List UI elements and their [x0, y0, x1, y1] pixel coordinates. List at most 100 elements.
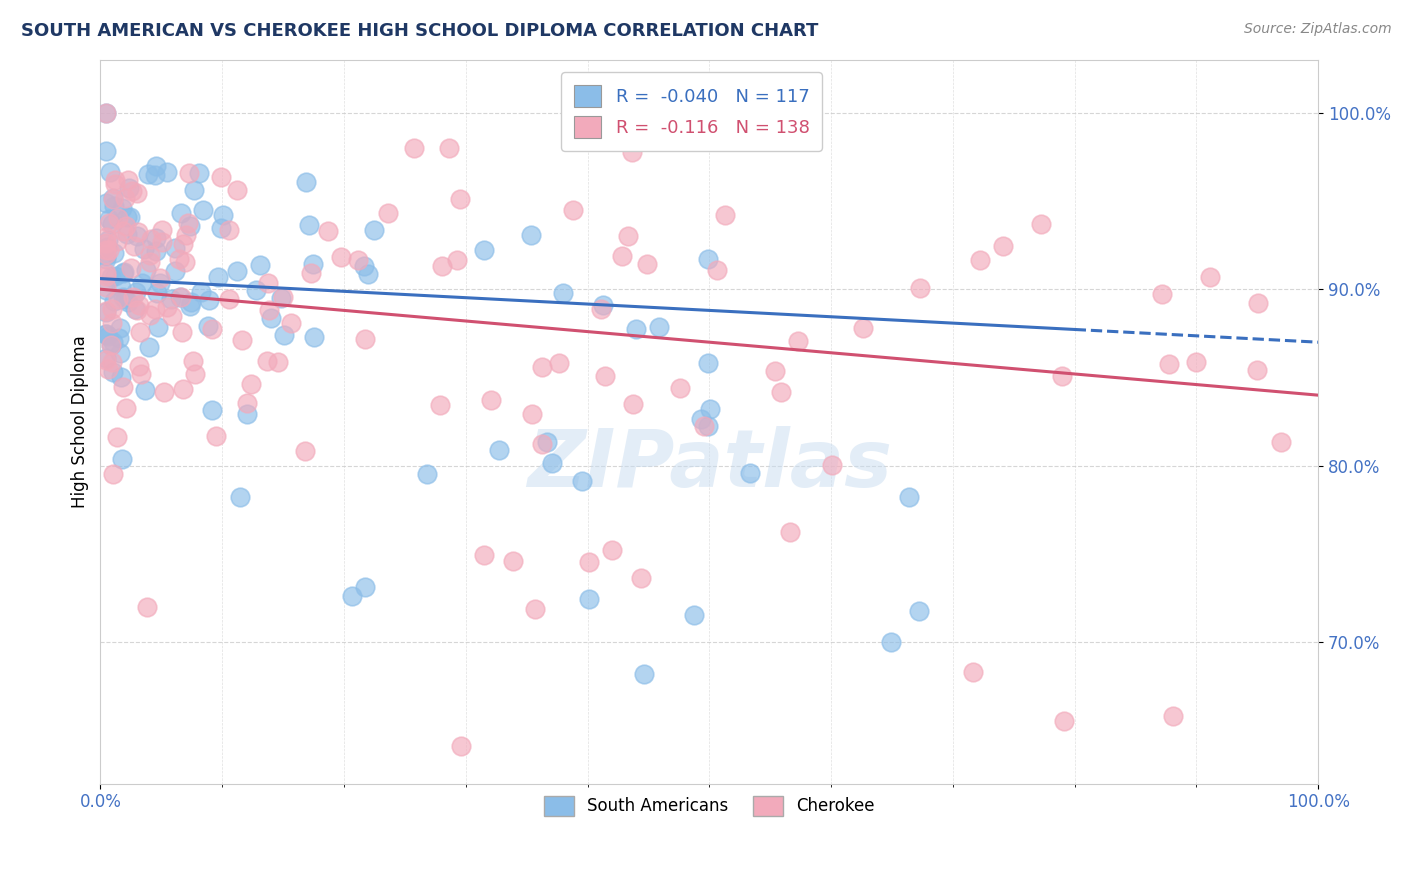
- Point: [107, 292, 129, 306]
- Point: [104, 268, 127, 283]
- Point: [125, 303, 148, 318]
- Point: [231, 333, 253, 347]
- Point: [98, 212, 121, 227]
- Point: [139, 232, 162, 246]
- Point: [101, 192, 124, 206]
- Point: [429, 398, 451, 412]
- Point: [416, 467, 439, 481]
- Point: [125, 186, 148, 200]
- Point: [593, 369, 616, 384]
- Point: [201, 403, 224, 417]
- Point: [172, 382, 194, 396]
- Point: [218, 292, 240, 306]
- Point: [96, 243, 118, 257]
- Point: [991, 239, 1014, 253]
- Point: [96, 230, 118, 244]
- Point: [561, 202, 583, 217]
- Point: [225, 183, 247, 197]
- Point: [472, 548, 495, 562]
- Point: [170, 289, 193, 303]
- Point: [1246, 362, 1268, 376]
- Point: [101, 191, 124, 205]
- Point: [169, 205, 191, 219]
- Point: [738, 466, 761, 480]
- Point: [150, 235, 173, 249]
- Point: [103, 467, 125, 481]
- Point: [96, 283, 118, 297]
- Point: [110, 279, 132, 293]
- Point: [129, 367, 152, 381]
- Point: [209, 169, 232, 184]
- Point: [879, 635, 901, 649]
- Point: [177, 166, 200, 180]
- Y-axis label: High School Diploma: High School Diploma: [72, 335, 89, 508]
- Point: [100, 269, 122, 284]
- Point: [127, 225, 149, 239]
- Point: [108, 345, 131, 359]
- Point: [779, 525, 801, 540]
- Point: [96, 144, 118, 158]
- Point: [110, 370, 132, 384]
- Point: [96, 240, 118, 254]
- Point: [122, 238, 145, 252]
- Point: [363, 223, 385, 237]
- Point: [104, 178, 127, 192]
- Point: [159, 293, 181, 307]
- Point: [172, 326, 194, 340]
- Point: [193, 202, 215, 217]
- Point: [714, 208, 737, 222]
- Point: [183, 367, 205, 381]
- Point: [280, 316, 302, 330]
- Point: [117, 227, 139, 241]
- Point: [898, 491, 921, 505]
- Point: [523, 601, 546, 615]
- Point: [101, 334, 124, 349]
- Point: [172, 237, 194, 252]
- Point: [257, 302, 280, 317]
- Point: [136, 167, 159, 181]
- Point: [98, 216, 121, 230]
- Text: ZIPatlas: ZIPatlas: [527, 426, 891, 504]
- Point: [101, 301, 124, 316]
- Point: [347, 253, 370, 268]
- Point: [96, 235, 118, 250]
- Point: [111, 201, 134, 215]
- Point: [578, 592, 600, 607]
- Point: [97, 233, 120, 247]
- Point: [121, 184, 143, 198]
- Point: [1163, 709, 1185, 723]
- Point: [103, 246, 125, 260]
- Point: [706, 263, 728, 277]
- Point: [107, 211, 129, 225]
- Point: [294, 444, 316, 458]
- Point: [167, 252, 190, 266]
- Point: [697, 356, 720, 370]
- Point: [260, 311, 283, 326]
- Point: [267, 355, 290, 369]
- Point: [437, 141, 460, 155]
- Point: [235, 408, 257, 422]
- Point: [211, 208, 233, 222]
- Point: [245, 283, 267, 297]
- Point: [302, 257, 325, 271]
- Point: [112, 380, 135, 394]
- Point: [115, 210, 138, 224]
- Point: [96, 353, 118, 368]
- Point: [120, 261, 142, 276]
- Point: [180, 295, 202, 310]
- Point: [112, 290, 135, 304]
- Point: [297, 218, 319, 232]
- Point: [377, 205, 399, 219]
- Point: [1050, 369, 1073, 384]
- Point: [1029, 217, 1052, 231]
- Point: [96, 247, 118, 261]
- Legend: South Americans, Cherokee: South Americans, Cherokee: [534, 786, 884, 826]
- Point: [1247, 295, 1270, 310]
- Point: [139, 248, 162, 262]
- Point: [770, 384, 793, 399]
- Point: [181, 354, 204, 368]
- Point: [117, 294, 139, 309]
- Point: [101, 365, 124, 379]
- Point: [96, 304, 118, 318]
- Point: [197, 319, 219, 334]
